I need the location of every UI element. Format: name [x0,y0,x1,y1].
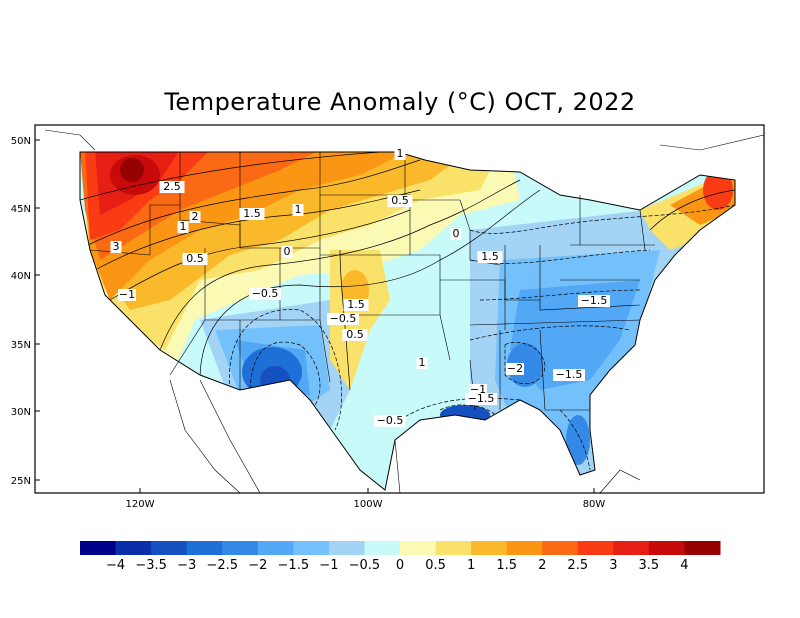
colorbar-swatch [115,541,152,555]
svg-text:0.5: 0.5 [391,194,409,207]
svg-text:2.5: 2.5 [163,180,181,193]
colorbar-swatch [506,541,543,555]
colorbar-label: −2 [248,558,267,573]
svg-text:0.5: 0.5 [186,252,204,265]
colorbar-label: 0 [396,558,404,573]
colorbar-label: −0.5 [349,558,381,573]
svg-text:3: 3 [113,240,120,253]
contour-label: 1 [292,203,304,216]
contour-label: −1 [118,288,136,301]
colorbar-swatch [186,541,223,555]
colorbar-swatch [151,541,188,555]
lon-tick-label: 120W [126,499,155,510]
colorbar-label: 1 [467,558,475,573]
colorbar-swatch [684,541,721,555]
coastlines [44,129,765,494]
contour-label: −0.5 [374,414,406,427]
svg-text:1.5: 1.5 [243,207,261,220]
colorbar-label: 4 [680,558,688,573]
lat-tick-label: 40N [11,271,31,282]
svg-text:1: 1 [180,220,187,233]
contour-label: −0.5 [327,312,359,325]
svg-text:1: 1 [397,147,404,160]
colorbar-swatch [328,541,365,555]
contour-label: −1.5 [578,294,610,307]
contour-label: 3 [110,240,122,253]
lat-ticks: 50N 45N 40N 35N 30N 25N [11,136,40,487]
colorbar-swatch [613,541,650,555]
colorbar-swatch [364,541,401,555]
lat-tick-label: 25N [11,476,31,487]
lat-tick-label: 30N [11,407,31,418]
colorbar-swatch [293,541,330,555]
contour-label: 2 [189,210,201,223]
colorbar-label: 1.5 [496,558,517,573]
contour-label: 1.5 [343,298,369,311]
svg-text:−1: −1 [470,383,486,396]
colorbar-label: 2 [538,558,546,573]
contour-label: 1 [394,147,406,160]
colorbar-label: −1 [319,558,338,573]
svg-text:−1.5: −1.5 [468,392,495,405]
contour-label: 1 [416,356,428,369]
colorbar-swatch [80,541,117,555]
colorbar: −4 −3.5 −3 −2.5 −2 −1.5 −1 −0.5 0 0.5 1 1.5 2 2.5 3 3.5… [80,541,721,573]
contour-label-layer: 12.50.51.5 12130.50−0.5−11.5−0.50.510−2−1… [110,147,610,427]
colorbar-label: 0.5 [425,558,446,573]
colorbar-label: 3 [609,558,617,573]
svg-text:−0.5: −0.5 [330,312,357,325]
svg-text:−1.5: −1.5 [556,368,583,381]
colorbar-swatch [577,541,614,555]
colorbar-label: −2.5 [206,558,238,573]
contour-label: 1.5 [239,207,265,220]
colorbar-swatch [257,541,294,555]
colorbar-swatch [435,541,472,555]
contour-label: 0 [281,245,293,258]
contour-label: 2.5 [159,180,185,193]
svg-text:1: 1 [419,356,426,369]
svg-text:−0.5: −0.5 [252,287,279,300]
contour-label: 1 [177,220,189,233]
svg-text:0: 0 [453,227,460,240]
colorbar-label: −4 [106,558,125,573]
colorbar-label: −3 [177,558,196,573]
contour-label: −1.5 [465,392,497,405]
contour-label: 0 [450,227,462,240]
contour-label: 0.5 [387,194,413,207]
colorbar-swatch [648,541,685,555]
colorbar-label: 3.5 [639,558,660,573]
colorbar-swatch [471,541,508,555]
colorbar-swatch [542,541,579,555]
svg-text:−2: −2 [507,362,523,375]
contour-label: 0.5 [342,328,368,341]
contour-label: 1.5 [477,250,503,263]
colorbar-swatch [400,541,437,555]
contour-label: 0.5 [182,252,208,265]
lon-tick-label: 80W [583,499,606,510]
colorbar-swatch [222,541,259,555]
colorbar-label: −1.5 [278,558,310,573]
lat-tick-label: 45N [11,204,31,215]
svg-text:2: 2 [192,210,199,223]
contour-label: −0.5 [249,287,281,300]
svg-text:−0.5: −0.5 [377,414,404,427]
colorbar-label: 2.5 [567,558,588,573]
colorbar-label: −3.5 [135,558,167,573]
svg-text:0.5: 0.5 [346,328,364,341]
svg-text:1: 1 [295,203,302,216]
svg-text:−1: −1 [119,288,135,301]
lon-tick-label: 100W [354,499,383,510]
svg-text:1.5: 1.5 [481,250,499,263]
svg-text:1.5: 1.5 [347,298,365,311]
svg-text:−1.5: −1.5 [581,294,608,307]
map-title: Temperature Anomaly (°C) OCT, 2022 [164,88,636,116]
contour-label: −2 [506,362,524,375]
contour-label: −1.5 [553,368,585,381]
lat-tick-label: 35N [11,340,31,351]
svg-text:0: 0 [284,245,291,258]
lon-ticks: 120W 100W 80W [126,488,606,510]
lat-tick-label: 50N [11,136,31,147]
